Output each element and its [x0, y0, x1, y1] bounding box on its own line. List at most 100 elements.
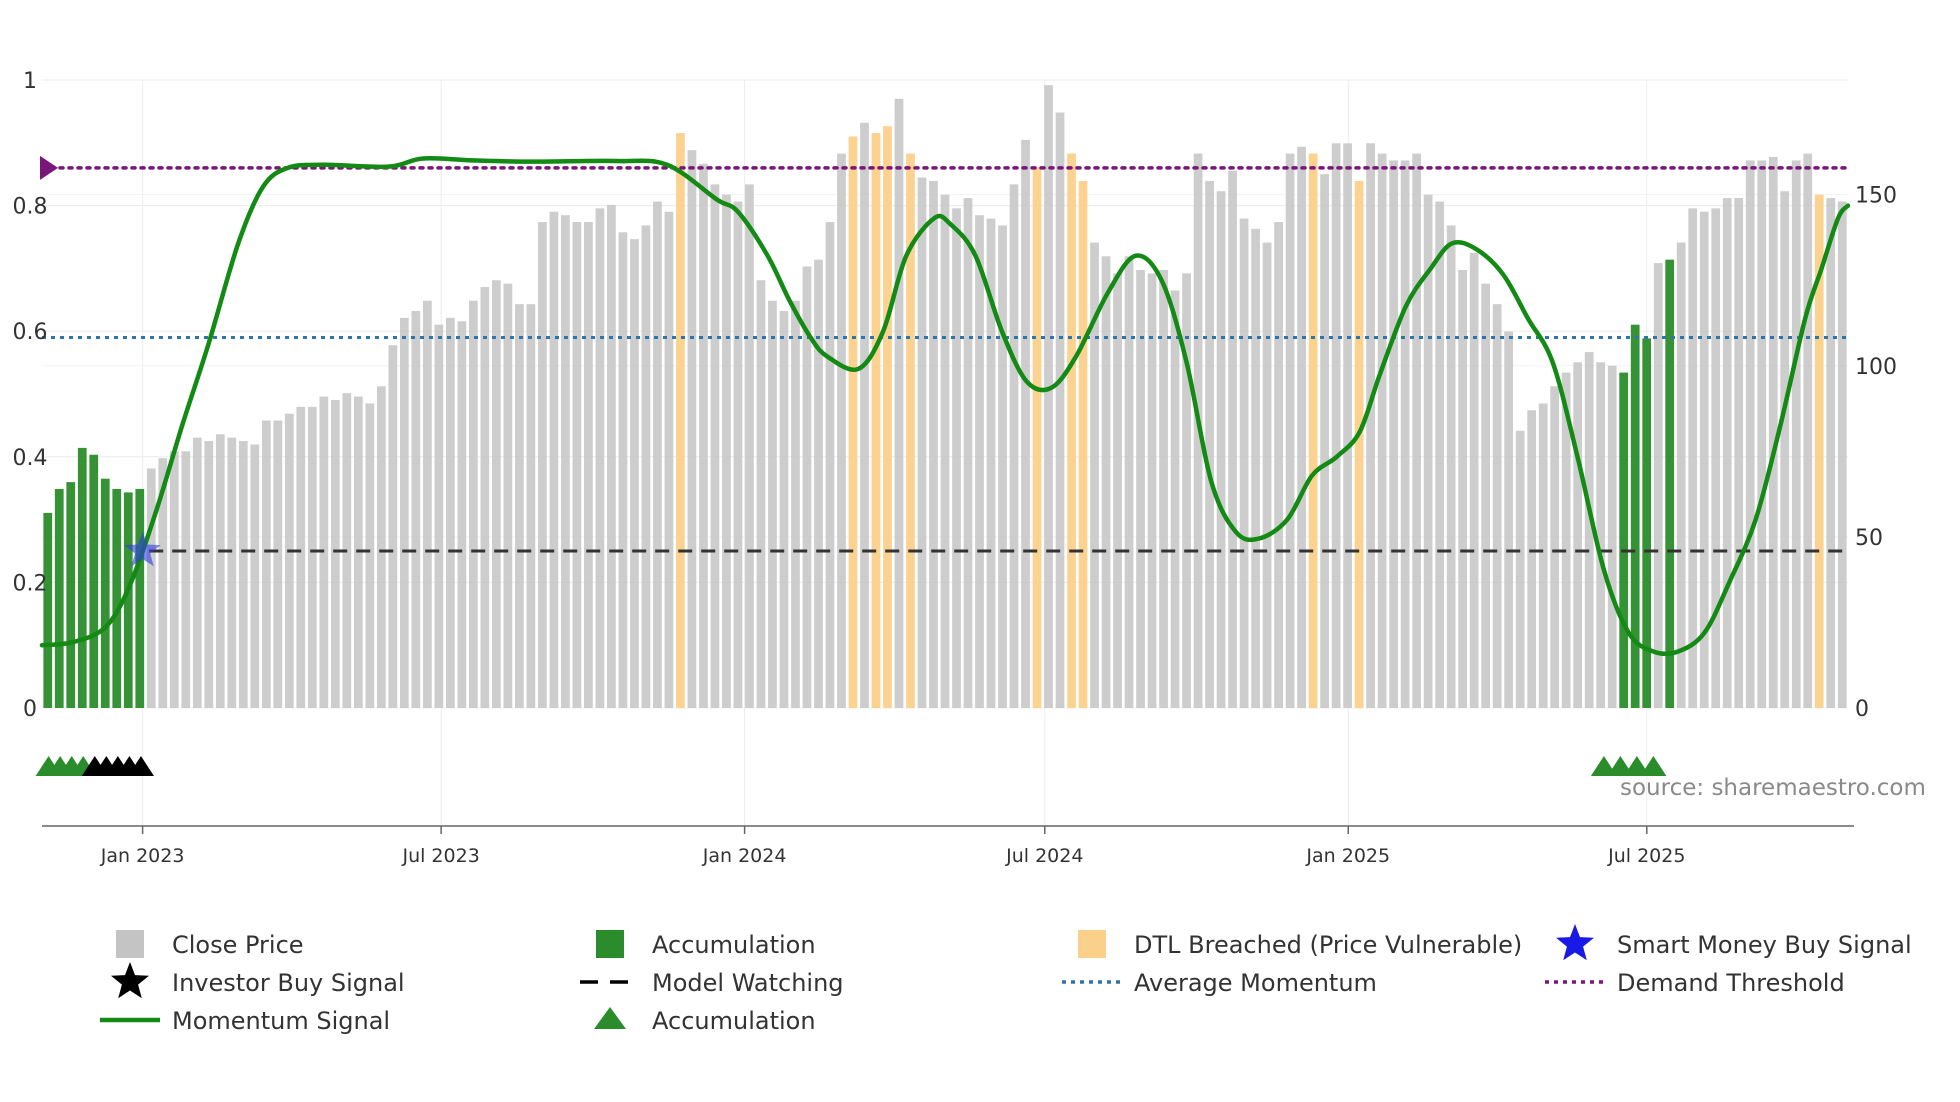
legend-label: Investor Buy Signal — [172, 969, 405, 997]
close-price-bar — [1561, 372, 1571, 708]
close-price-bar — [204, 441, 214, 708]
legend-swatch-dtl — [1078, 930, 1106, 958]
legend-star-icon — [111, 962, 149, 999]
legend-triangle-icon — [594, 1007, 626, 1029]
legend-label: Model Watching — [652, 969, 844, 997]
close-price-bar — [1423, 194, 1433, 708]
close-price-bar — [1573, 362, 1583, 708]
close-price-bar — [722, 194, 731, 708]
close-price-bar — [492, 280, 501, 708]
close-price-bar — [791, 300, 800, 708]
close-price-bar — [1113, 273, 1122, 708]
dtl-breached-bar — [1308, 153, 1318, 708]
signal-markers — [35, 532, 1667, 776]
close-price-bar — [664, 211, 674, 708]
close-price-bar — [929, 180, 938, 709]
close-price-bar — [1297, 146, 1306, 708]
close-price-bar — [515, 304, 524, 708]
y-right-tick-label: 150 — [1855, 184, 1897, 209]
close-price-bar — [1021, 139, 1030, 709]
demand-threshold-marker — [40, 155, 58, 180]
accumulation-bar — [1642, 338, 1652, 708]
close-price-bar — [365, 403, 375, 708]
close-price-bar — [1366, 143, 1375, 708]
close-price-bar — [1147, 273, 1157, 708]
close-price-bar — [1504, 331, 1514, 708]
dtl-breached-bar — [883, 126, 892, 708]
legend-item-accum_bar: Accumulation — [596, 930, 816, 959]
x-tick-label: Jul 2025 — [1607, 845, 1685, 867]
accumulation-bar — [89, 454, 99, 708]
close-price-bar — [1492, 304, 1502, 708]
close-price-bar — [802, 266, 812, 708]
close-price-bar — [1791, 160, 1801, 709]
close-price-bar — [1550, 386, 1560, 708]
close-price-bar — [1757, 160, 1767, 709]
close-price-bar — [1745, 160, 1755, 709]
accumulation-bar — [135, 488, 145, 708]
y-left-tick-label: 0.2 — [13, 571, 48, 596]
accumulation-marker — [1623, 756, 1650, 776]
close-price-bar — [215, 434, 225, 708]
close-price-bar — [238, 441, 248, 708]
close-price-bars — [43, 85, 1847, 709]
close-price-bar — [1262, 242, 1272, 708]
accumulation-marker — [1590, 756, 1617, 776]
dtl-breached-bar — [1814, 194, 1824, 708]
close-price-bar — [917, 177, 927, 708]
legend-item-close: Close Price — [116, 930, 304, 959]
close-price-bar — [1837, 201, 1847, 708]
accumulation-bar — [100, 478, 110, 708]
close-price-bar — [1538, 403, 1548, 708]
close-price-bar — [284, 413, 294, 708]
close-price-bar — [687, 150, 697, 709]
legend-star-icon — [1556, 924, 1594, 961]
legend-label: Accumulation — [652, 1007, 816, 1035]
close-price-bar — [1285, 153, 1295, 708]
axes: Jan 2023 Jul 2023 Jan 2024 Jul 2024 Jan 2025… — [13, 69, 1898, 867]
close-price-bar — [1803, 153, 1813, 708]
close-price-bar — [940, 194, 950, 708]
close-price-bar — [572, 222, 582, 708]
accumulation-bar — [1619, 372, 1629, 708]
legend-item-dtl: DTL Breached (Price Vulnerable) — [1078, 930, 1522, 959]
close-price-bar — [710, 184, 720, 708]
dtl-breached-bar — [871, 133, 881, 708]
close-price-bar — [860, 122, 869, 708]
close-price-bar — [699, 163, 708, 708]
close-price-bar — [618, 232, 628, 708]
smart-money-star — [124, 532, 161, 567]
close-price-bar — [526, 304, 536, 708]
legend-item-demand: Demand Threshold — [1545, 969, 1845, 997]
close-price-bar — [376, 386, 386, 708]
close-price-bar — [1481, 283, 1491, 708]
close-price-bar — [1699, 211, 1709, 708]
close-price-bar — [745, 184, 754, 708]
close-price-bar — [1676, 242, 1686, 708]
close-price-bar — [1515, 430, 1525, 708]
x-tick-label: Jul 2024 — [1005, 845, 1083, 867]
close-price-bar — [169, 451, 179, 708]
close-price-bar — [768, 300, 777, 708]
close-price-bar — [630, 239, 639, 708]
close-price-bar — [1435, 201, 1445, 708]
close-price-bar — [998, 225, 1007, 708]
close-price-bar — [468, 300, 478, 708]
close-price-bar — [1389, 160, 1398, 709]
close-price-bar — [1320, 174, 1329, 708]
close-price-bar — [434, 324, 444, 708]
legend-item-smart: Smart Money Buy Signal — [1556, 924, 1912, 961]
dtl-breached-bar — [1032, 167, 1042, 708]
y-left-tick-label: 0.6 — [13, 320, 48, 345]
y-left-tick-label: 0.4 — [13, 446, 48, 471]
close-price-bar — [330, 399, 340, 708]
close-price-bar — [1274, 222, 1283, 708]
close-price-bar — [641, 225, 651, 708]
reference-lines — [40, 155, 1850, 553]
close-price-bar — [411, 311, 421, 708]
x-tick-label: Jan 2024 — [702, 845, 787, 867]
y-right-tick-label: 0 — [1855, 697, 1869, 722]
close-price-bar — [296, 406, 306, 708]
dtl-breached-bar — [1078, 180, 1088, 709]
dtl-breached-bar — [1354, 180, 1364, 709]
